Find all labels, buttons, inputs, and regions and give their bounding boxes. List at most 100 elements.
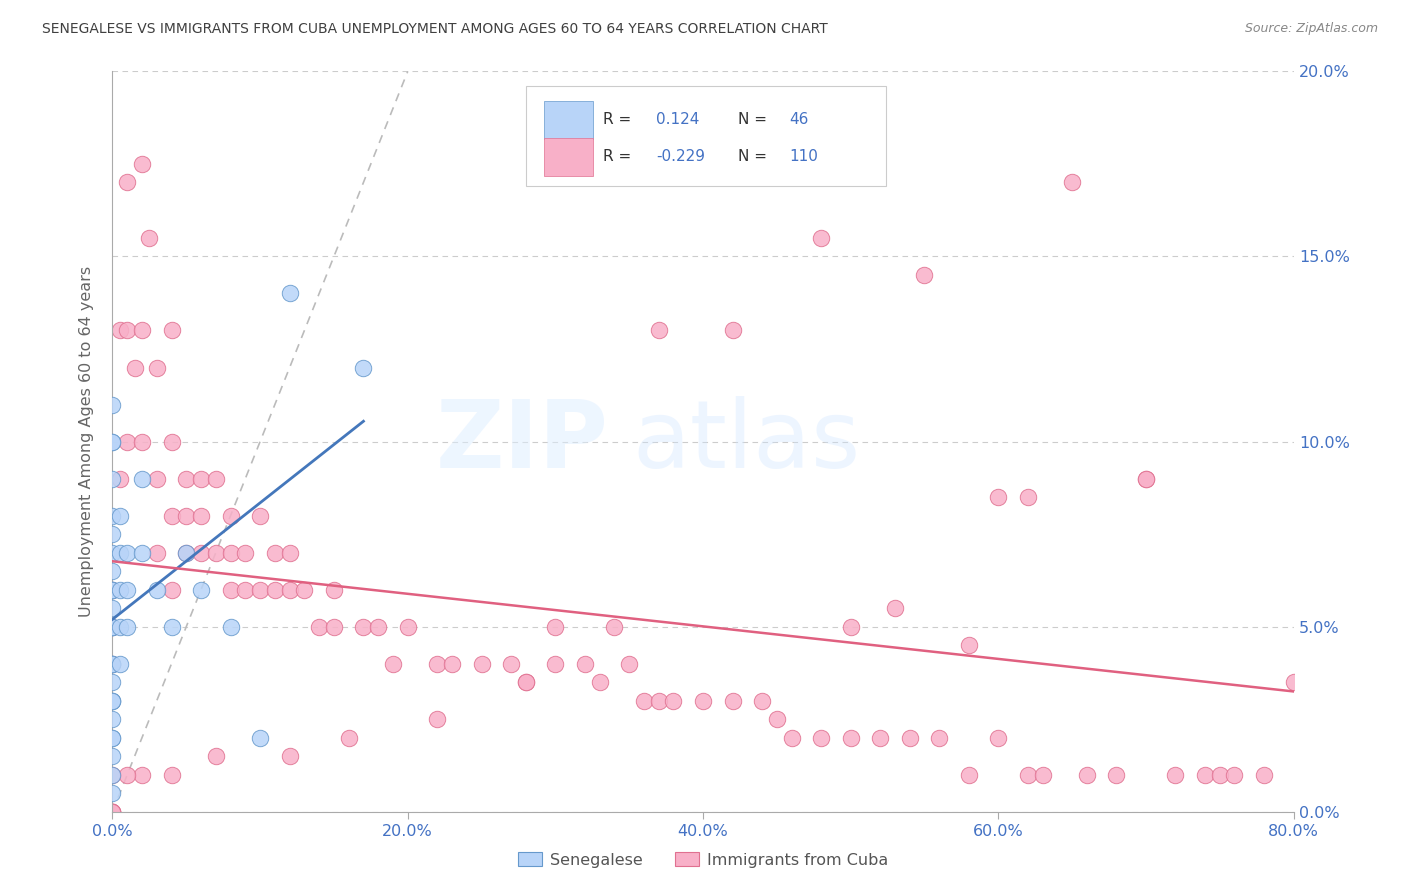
Point [124,360,146,375]
Point [131,434,153,449]
Point [839,731,862,745]
Point [101,805,124,819]
Point [131,471,153,485]
Point [692,694,714,708]
Point [987,731,1010,745]
Point [117,767,138,781]
Point [588,675,610,690]
Point [264,582,287,597]
Point [117,545,138,560]
Text: N =: N = [738,149,772,164]
Point [619,657,641,671]
Point [101,805,124,819]
Text: 0.124: 0.124 [655,112,699,127]
Point [544,619,567,633]
Point [249,508,271,523]
Point [117,324,138,338]
Point [174,545,197,560]
Point [603,619,626,633]
Point [884,601,907,615]
Point [101,657,124,671]
Point [751,694,773,708]
Point [101,527,124,541]
Point [1105,767,1128,781]
Point [396,619,419,633]
Point [101,619,124,633]
Point [101,731,124,745]
Text: ZIP: ZIP [436,395,609,488]
Point [101,694,124,708]
Point [264,545,287,560]
Point [1062,175,1084,190]
Point [160,434,183,449]
Point [101,805,124,819]
Point [101,786,124,800]
Point [146,360,169,375]
Point [101,397,124,411]
Point [101,582,124,597]
Point [108,619,131,633]
Point [101,694,124,708]
Point [146,471,169,485]
Point [278,545,301,560]
Point [278,749,301,764]
Point [233,582,256,597]
Point [101,675,124,690]
Point [1076,767,1098,781]
Point [190,471,212,485]
Point [108,508,131,523]
Point [101,805,124,819]
Text: R =: R = [603,112,636,127]
Point [117,582,138,597]
Point [249,582,271,597]
Point [101,767,124,781]
Point [205,471,228,485]
Point [146,582,169,597]
Point [131,324,153,338]
Text: atlas: atlas [633,395,860,488]
Point [633,694,655,708]
Point [108,582,131,597]
Point [426,712,449,726]
Text: Source: ZipAtlas.com: Source: ZipAtlas.com [1244,22,1378,36]
Point [1017,767,1039,781]
Point [101,434,124,449]
Point [1135,471,1157,485]
Point [249,731,271,745]
Point [721,694,744,708]
Point [101,657,124,671]
Point [1017,490,1039,504]
Point [205,749,228,764]
Point [205,545,228,560]
Point [647,694,671,708]
Legend: Senegalese, Immigrants from Cuba: Senegalese, Immigrants from Cuba [512,846,894,874]
Point [101,731,124,745]
Point [441,657,464,671]
Point [101,712,124,726]
Point [501,657,523,671]
Point [101,564,124,578]
Point [101,434,124,449]
Point [174,545,197,560]
Text: R =: R = [603,149,636,164]
Point [987,490,1010,504]
Point [131,157,153,171]
Point [323,582,346,597]
Point [780,731,803,745]
Point [108,324,131,338]
Point [101,694,124,708]
Point [352,360,374,375]
Point [766,712,789,726]
Text: -0.229: -0.229 [655,149,704,164]
Point [219,508,242,523]
Point [308,619,330,633]
Point [1223,767,1246,781]
Point [278,286,301,301]
FancyBboxPatch shape [526,87,886,186]
Point [233,545,256,560]
FancyBboxPatch shape [544,101,593,139]
Point [1194,767,1216,781]
Point [117,175,138,190]
Point [219,545,242,560]
Point [101,619,124,633]
